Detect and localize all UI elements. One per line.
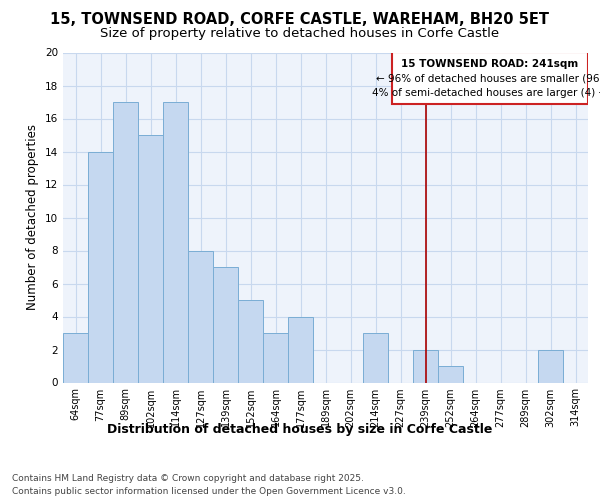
Text: 15, TOWNSEND ROAD, CORFE CASTLE, WAREHAM, BH20 5ET: 15, TOWNSEND ROAD, CORFE CASTLE, WAREHAM… bbox=[50, 12, 550, 28]
Bar bbox=[163, 102, 188, 382]
Text: ← 96% of detached houses are smaller (96): ← 96% of detached houses are smaller (96… bbox=[376, 74, 600, 84]
Text: 15 TOWNSEND ROAD: 241sqm: 15 TOWNSEND ROAD: 241sqm bbox=[401, 59, 578, 69]
Bar bbox=[138, 135, 163, 382]
Bar bbox=[88, 152, 113, 382]
Bar bbox=[188, 250, 213, 382]
Text: Contains public sector information licensed under the Open Government Licence v3: Contains public sector information licen… bbox=[12, 488, 406, 496]
Text: Size of property relative to detached houses in Corfe Castle: Size of property relative to detached ho… bbox=[100, 28, 500, 40]
Text: Distribution of detached houses by size in Corfe Castle: Distribution of detached houses by size … bbox=[107, 422, 493, 436]
Text: Contains HM Land Registry data © Crown copyright and database right 2025.: Contains HM Land Registry data © Crown c… bbox=[12, 474, 364, 483]
Bar bbox=[238, 300, 263, 382]
Y-axis label: Number of detached properties: Number of detached properties bbox=[26, 124, 40, 310]
Bar bbox=[213, 267, 238, 382]
Bar bbox=[363, 333, 388, 382]
FancyBboxPatch shape bbox=[392, 52, 588, 104]
Bar bbox=[538, 350, 563, 382]
Bar bbox=[413, 350, 438, 382]
Bar bbox=[438, 366, 463, 382]
Text: 4% of semi-detached houses are larger (4) →: 4% of semi-detached houses are larger (4… bbox=[372, 88, 600, 98]
Bar bbox=[288, 316, 313, 382]
Bar bbox=[63, 333, 88, 382]
Bar bbox=[113, 102, 138, 382]
Bar bbox=[263, 333, 288, 382]
